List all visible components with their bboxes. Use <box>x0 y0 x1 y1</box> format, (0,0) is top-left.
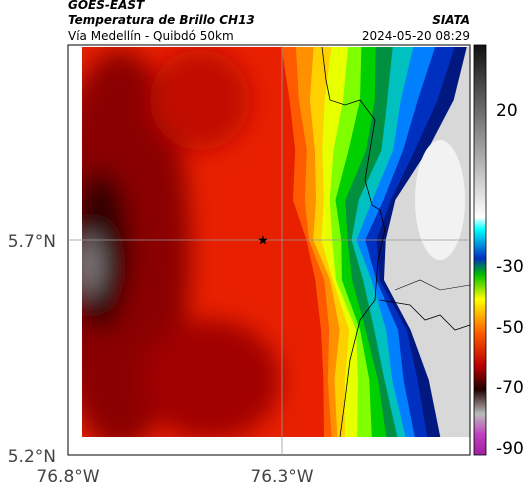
colorbar-tick: -90 <box>496 439 524 459</box>
source: GOES-EAST <box>68 0 145 12</box>
map-frame <box>67 44 471 456</box>
brand: SIATA <box>432 13 470 27</box>
cloud-free-area <box>415 140 465 260</box>
temperature-field <box>82 47 470 437</box>
lat-label: 5.7°N <box>8 232 56 252</box>
title: Temperatura de Brillo CH13 <box>68 13 255 27</box>
colorbar-tick: -50 <box>496 318 524 338</box>
colorbar-tick: -30 <box>496 257 524 277</box>
colorbar-tick: 20 <box>496 101 518 121</box>
border-line <box>379 299 471 331</box>
colorbar <box>473 44 487 456</box>
lon-label: 76.3°W <box>250 467 313 487</box>
location-star: ★ <box>257 234 269 249</box>
subtitle: Vía Medellín - Quibdó 50km <box>68 29 234 43</box>
lon-label: 76.8°W <box>36 467 99 487</box>
border-line <box>321 46 386 438</box>
border-line <box>394 279 471 291</box>
datetime: 2024-05-20 08:29 <box>362 29 470 43</box>
colorbar-tick: -70 <box>496 378 524 398</box>
lat-label: 5.2°N <box>8 447 56 467</box>
cold-warm-blobs <box>82 50 280 437</box>
